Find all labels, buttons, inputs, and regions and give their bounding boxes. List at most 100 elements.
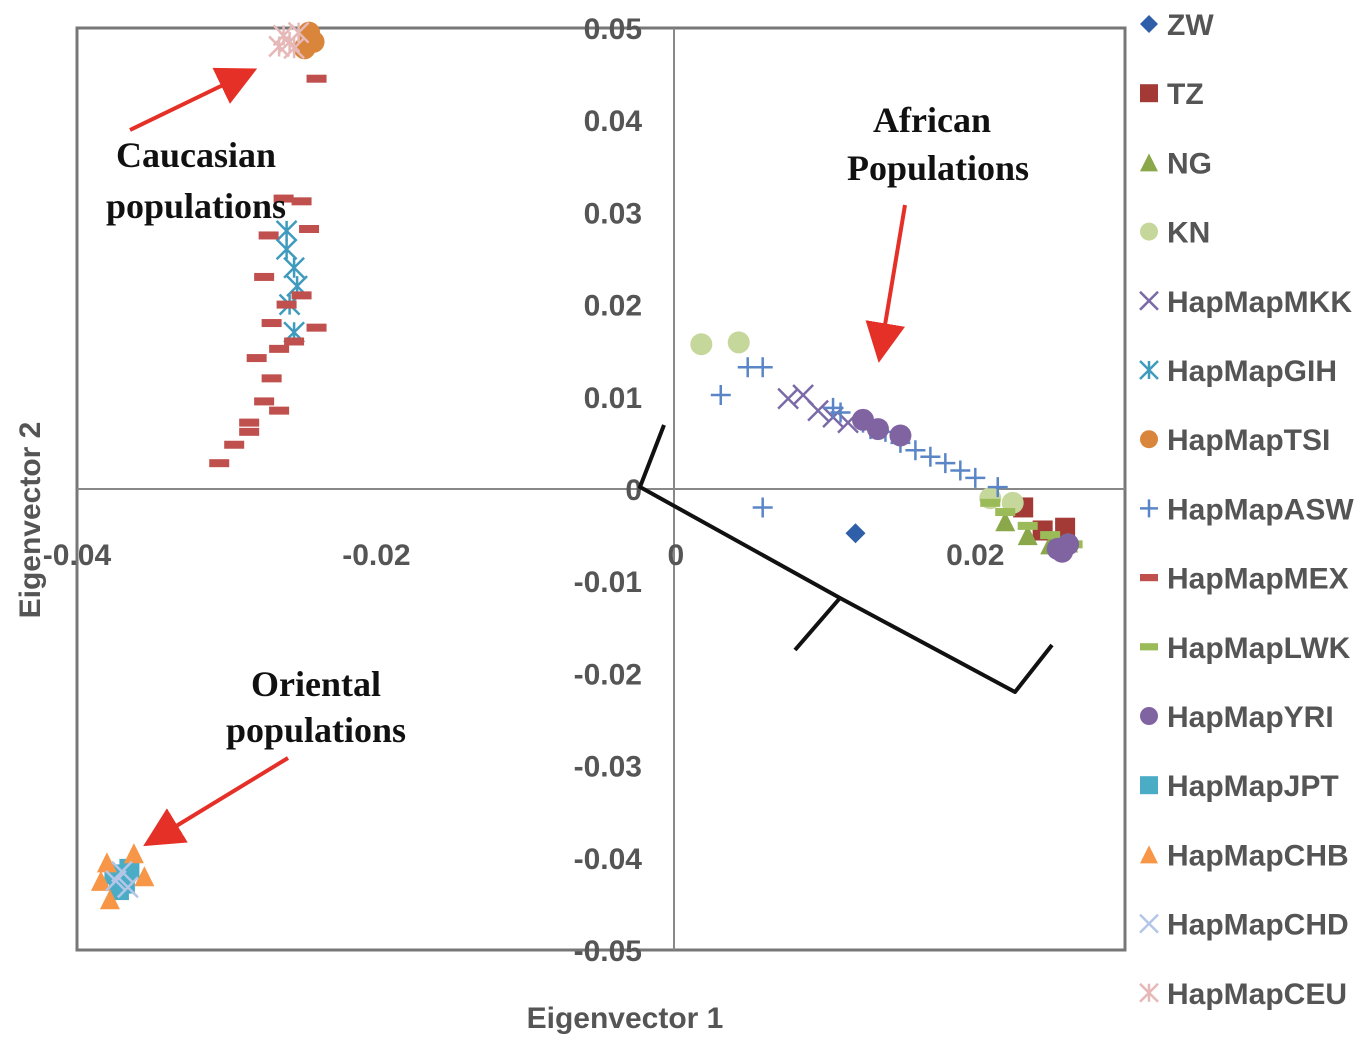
legend-marker-icon — [1140, 707, 1158, 725]
legend-label: ZW — [1167, 9, 1214, 42]
legend-label: HapMapGIH — [1167, 355, 1337, 388]
data-point — [905, 440, 926, 461]
annotation-african-line2: Populations — [847, 148, 1029, 188]
data-point — [246, 354, 267, 363]
data-point — [1017, 525, 1038, 546]
annotation-oriental-arrow — [143, 756, 290, 847]
annotation-african-line1: African — [873, 100, 991, 140]
data-point — [987, 477, 1008, 498]
data-point — [105, 869, 127, 892]
data-point — [727, 331, 750, 354]
legend-label: HapMapMEX — [1167, 563, 1349, 596]
legend-label: KN — [1167, 217, 1210, 250]
annotation-african-arrow — [865, 204, 907, 363]
data-point — [1046, 537, 1069, 560]
legend-label: HapMapCHB — [1167, 839, 1349, 872]
legend-marker-icon — [1140, 222, 1158, 241]
data-point — [268, 35, 290, 58]
y-tick-label: -0.01 — [574, 566, 642, 599]
x-tick-label: -0.04 — [43, 539, 112, 572]
y-tick-label: 0 — [625, 474, 642, 507]
legend-marker-icon — [1140, 153, 1158, 172]
data-point — [920, 446, 941, 467]
data-point — [830, 402, 851, 423]
legend-marker-icon — [1139, 360, 1159, 380]
annotation-oriental-line1: Oriental — [251, 664, 381, 704]
data-point — [123, 843, 144, 864]
legend-marker-icon — [1139, 290, 1159, 311]
data-point — [752, 357, 773, 378]
legend-item-hapmaplwk: HapMapLWK — [1140, 632, 1351, 665]
data-point — [96, 852, 117, 873]
data-point — [306, 323, 327, 332]
legend-label: HapMapMKK — [1167, 286, 1352, 319]
x-tick-label: 0 — [668, 539, 685, 572]
data-point — [690, 333, 713, 356]
legend-marker-icon — [1139, 982, 1159, 1003]
legend-item-hapmapchd: HapMapCHD — [1139, 909, 1349, 942]
legend-label: NG — [1167, 147, 1212, 180]
legend-item-hapmapceu: HapMapCEU — [1139, 978, 1347, 1011]
data-point — [889, 424, 912, 447]
data-point — [284, 337, 305, 346]
legend-label: TZ — [1167, 78, 1204, 111]
data-point — [224, 440, 245, 449]
series-hapmapceu — [268, 21, 310, 60]
annotation-caucasian: Caucasian populations — [106, 67, 286, 226]
y-tick-labels: 0.05 0.04 0.03 0.02 0.01 0 -0.01 -0.02 -0.03 -0.0… — [574, 13, 643, 968]
legend-item-hapmapyri: HapMapYRI — [1140, 701, 1334, 734]
legend-item-hapmapmkk: HapMapMKK — [1139, 286, 1352, 319]
data-point — [845, 523, 866, 544]
data-point — [995, 511, 1016, 532]
data-point — [134, 866, 155, 887]
data-point — [239, 418, 260, 427]
data-point — [269, 406, 290, 415]
data-point — [273, 194, 294, 203]
y-tick-label: -0.05 — [574, 935, 642, 968]
legend-marker-icon — [1140, 643, 1158, 651]
y-axis-title: Eigenvector 2 — [14, 422, 47, 619]
y-tick-label: -0.02 — [574, 658, 642, 691]
legend-item-tz: TZ — [1140, 78, 1204, 111]
data-point — [291, 197, 312, 206]
legend-label: HapMapASW — [1167, 493, 1354, 526]
y-tick-label: 0.05 — [584, 13, 642, 46]
data-point — [995, 508, 1016, 517]
annotation-caucasian-line2: populations — [106, 186, 286, 226]
data-point — [275, 219, 298, 242]
data-point — [209, 459, 230, 468]
data-point — [935, 453, 956, 474]
annotation-african: African Populations — [847, 100, 1029, 363]
data-point — [950, 460, 971, 481]
legend-label: HapMapCHD — [1167, 909, 1349, 942]
annotation-caucasian-line1: Caucasian — [116, 135, 276, 175]
data-point — [299, 224, 320, 233]
series-hapmapyri — [852, 408, 1080, 563]
data-point — [1017, 521, 1038, 530]
legend-item-hapmaptsi: HapMapTSI — [1140, 424, 1330, 457]
y-tick-label: 0.01 — [584, 382, 642, 415]
x-tick-label: -0.02 — [342, 539, 410, 572]
data-point — [111, 860, 133, 883]
y-tick-label: -0.04 — [574, 843, 643, 876]
y-tick-label: -0.03 — [574, 751, 642, 784]
data-point — [254, 272, 275, 281]
annotation-oriental-line2: populations — [226, 710, 406, 750]
series-hapmapmex — [209, 74, 327, 468]
series-zw — [845, 523, 866, 544]
legend-marker-icon — [1140, 574, 1158, 582]
african-cluster-brace — [638, 424, 1054, 694]
series-hapmapchd — [105, 860, 139, 899]
legend-label: HapMapLWK — [1167, 632, 1351, 665]
y-tick-label: 0.02 — [584, 290, 642, 323]
y-tick-label: 0.04 — [584, 105, 643, 138]
data-point — [99, 889, 120, 910]
data-point — [980, 498, 1001, 507]
annotation-caucasian-arrow — [129, 67, 258, 132]
x-tick-label: 0.02 — [946, 539, 1004, 572]
legend-label: HapMapYRI — [1167, 701, 1334, 734]
legend-item-zw: ZW — [1140, 9, 1214, 42]
x-axis-title: Eigenvector 1 — [527, 1002, 724, 1035]
data-point — [269, 344, 290, 353]
